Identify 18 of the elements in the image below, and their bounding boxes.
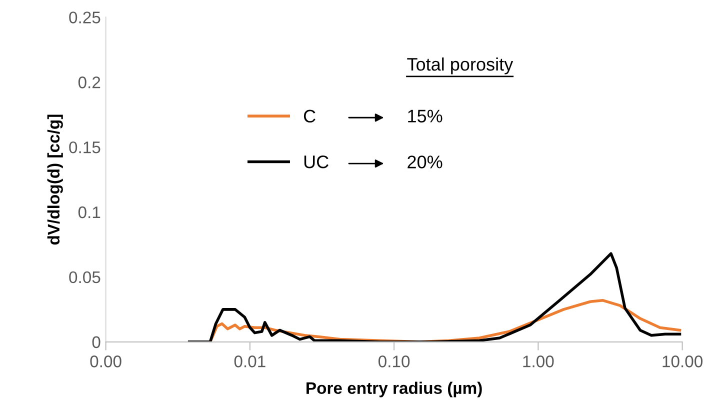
legend-label: C bbox=[304, 110, 316, 123]
annotation: 20% bbox=[408, 156, 442, 168]
y-tick-label: 0.1 bbox=[78, 206, 100, 218]
y-tick-label: 0 bbox=[92, 336, 100, 348]
y-tick-label: 0.15 bbox=[69, 141, 100, 154]
legend-label: UC bbox=[304, 155, 328, 168]
x-tick-label: 1.00 bbox=[523, 356, 554, 368]
x-tick-label: 0.01 bbox=[234, 356, 266, 368]
y-axis-title: dV/dlog(d) [cc/g] bbox=[47, 114, 63, 245]
y-tick-label: 0.2 bbox=[78, 76, 100, 88]
y-tick-label: 0.25 bbox=[69, 12, 100, 24]
annotation: 15% bbox=[408, 110, 442, 122]
x-tick-label: 0.10 bbox=[378, 356, 410, 368]
annotation: Total porosity bbox=[407, 57, 514, 74]
x-axis-title: Pore entry radius (µm) bbox=[306, 382, 482, 398]
x-tick-label: 10.00 bbox=[662, 356, 703, 368]
x-tick-label: 0.00 bbox=[90, 356, 122, 368]
y-tick-label: 0.05 bbox=[69, 271, 100, 284]
